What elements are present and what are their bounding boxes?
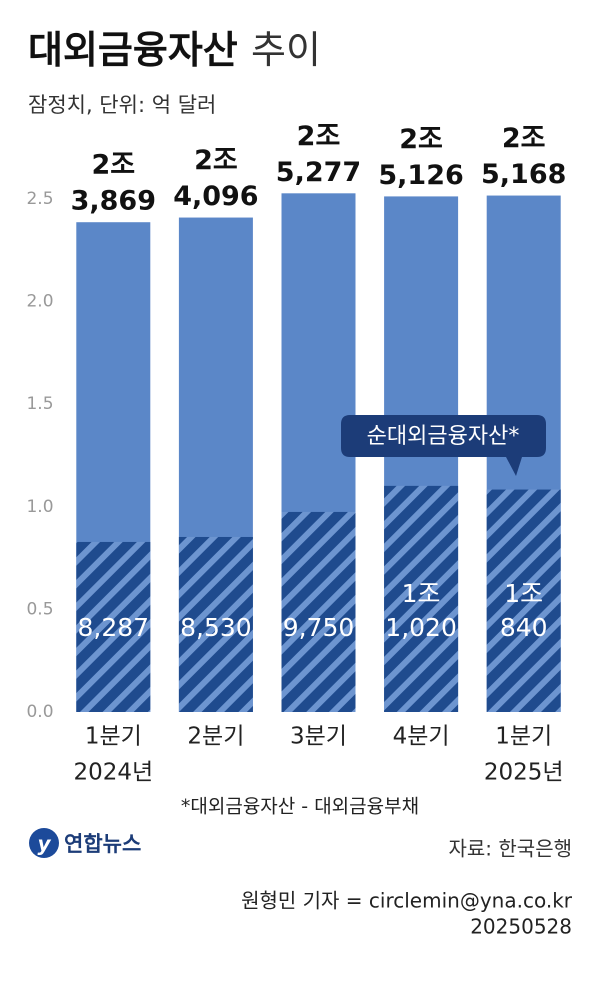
x-tick-label: 3분기	[290, 724, 347, 750]
source: 자료: 한국은행	[449, 837, 573, 861]
value-label: 1,020	[385, 613, 457, 642]
y-tick-label: 0.5	[26, 599, 53, 619]
value-label: 8,530	[180, 613, 252, 642]
bar	[486, 489, 561, 712]
value-label: 2조	[91, 150, 135, 181]
x-tick-label: 1분기	[85, 724, 142, 750]
value-label: 2조	[194, 145, 238, 176]
value-label: 4,096	[173, 181, 258, 212]
x-tick-year: 2025년	[484, 760, 564, 786]
value-label: 8,287	[78, 613, 150, 642]
date: 20250528	[470, 915, 572, 939]
y-tick-label: 1.5	[26, 394, 53, 414]
y-tick-label: 0.0	[26, 702, 53, 722]
x-tick-label: 2분기	[187, 724, 244, 750]
logo: y 연합뉴스	[29, 828, 141, 858]
value-label: 9,750	[283, 613, 355, 642]
bar	[384, 485, 459, 712]
callout-label: 순대외금융자산*	[367, 424, 520, 449]
logo-text: 연합뉴스	[64, 832, 141, 856]
value-label: 1조	[504, 579, 543, 608]
bar	[178, 536, 253, 712]
credit: 원형민 기자 = circlemin@yna.co.kr	[241, 889, 573, 913]
x-tick-label: 1분기	[495, 724, 552, 750]
value-label: 3,869	[71, 186, 156, 217]
value-label: 5,168	[481, 159, 566, 190]
callout: 순대외금융자산*	[341, 415, 546, 476]
bar	[281, 511, 356, 712]
logo-icon	[29, 828, 59, 858]
y-tick-label: 2.5	[26, 189, 53, 209]
x-tick-label: 4분기	[393, 724, 450, 750]
bar	[76, 541, 151, 712]
value-label: 1조	[402, 579, 441, 608]
logo-mark: y	[37, 832, 51, 856]
footnote: *대외금융자산 - 대외금융부채	[181, 796, 419, 818]
value-label: 5,277	[276, 157, 361, 188]
value-label: 840	[500, 613, 548, 642]
y-tick-label: 1.0	[26, 497, 53, 517]
value-label: 2조	[399, 124, 443, 155]
title-suffix: 추이	[251, 28, 321, 72]
title-main: 대외금융자산	[28, 28, 238, 72]
chart-title: 대외금융자산 추이	[28, 28, 321, 72]
value-label: 5,126	[378, 160, 463, 191]
value-label: 2조	[502, 123, 546, 154]
value-label: 2조	[297, 121, 341, 152]
subtitle: 잠정치, 단위: 억 달러	[28, 93, 216, 117]
callout-box	[341, 415, 546, 476]
x-tick-year: 2024년	[73, 760, 153, 786]
y-tick-label: 2.0	[26, 292, 53, 312]
